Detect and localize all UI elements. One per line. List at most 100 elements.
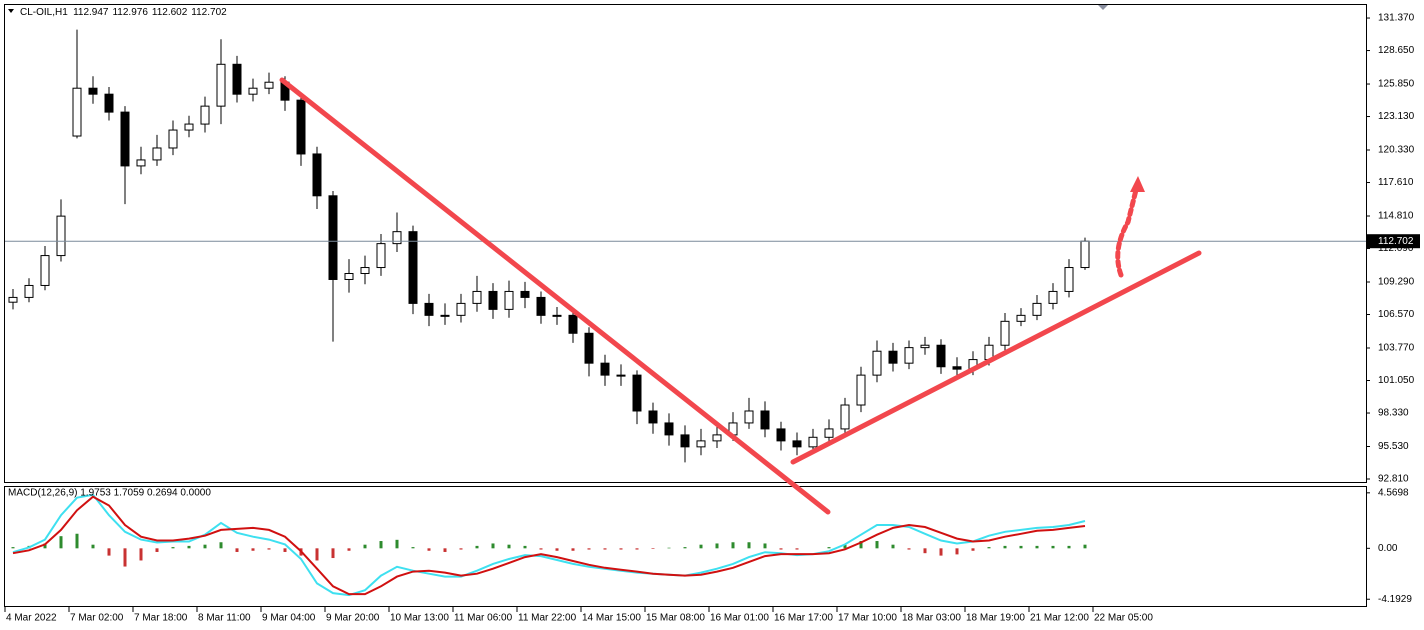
candle-body	[776, 428, 786, 442]
x-tick-label: 21 Mar 12:00	[1030, 613, 1089, 624]
x-tick-label: 10 Mar 13:00	[390, 613, 449, 624]
histogram-bar	[347, 548, 351, 551]
histogram-bar	[779, 548, 783, 550]
candle-body	[56, 215, 66, 257]
candle-body	[472, 290, 482, 304]
candle-body	[488, 290, 498, 310]
candle-body	[72, 87, 82, 137]
candle-body	[424, 302, 434, 316]
candle-body	[200, 105, 210, 125]
histogram-bar	[971, 548, 975, 551]
histogram-bar	[491, 543, 495, 549]
candle-body	[600, 362, 610, 376]
candle-body	[904, 347, 914, 364]
candle-body	[840, 404, 850, 430]
macd-line	[12, 493, 1086, 597]
histogram-bar	[891, 544, 895, 549]
candle-body	[504, 290, 514, 310]
current-price-label: 112.702	[1378, 236, 1414, 247]
x-tick-label: 9 Mar 20:00	[326, 613, 380, 624]
y-tick-label: 120.330	[1378, 145, 1415, 156]
x-tick-label: 18 Mar 03:00	[902, 613, 961, 624]
histogram-bar	[667, 547, 671, 549]
candle-body	[104, 93, 114, 113]
histogram-bar	[603, 548, 607, 550]
candle-body	[312, 153, 322, 197]
histogram-bar	[251, 548, 255, 551]
candle-body	[680, 434, 690, 448]
histogram-bar	[219, 542, 223, 549]
y-tick-label: 131.370	[1378, 13, 1415, 24]
candle-body	[24, 284, 34, 298]
histogram-bar	[59, 536, 63, 549]
macd-panel-border	[4, 486, 1367, 607]
histogram-bar	[523, 545, 527, 549]
candle-body	[440, 314, 450, 317]
histogram-bar	[1083, 544, 1087, 549]
dropdown-icon	[8, 9, 14, 13]
histogram-bar	[427, 548, 431, 551]
histogram-bar	[507, 544, 511, 549]
candle-body	[744, 410, 754, 424]
histogram-bar	[539, 548, 543, 550]
quote-high: 112.976	[112, 7, 148, 18]
x-tick-label: 16 Mar 17:00	[774, 613, 833, 624]
candle-body	[1064, 267, 1074, 292]
histogram-bar	[283, 548, 287, 552]
histogram-bar	[923, 548, 927, 554]
histogram-bar	[123, 548, 127, 567]
histogram-bar	[91, 544, 95, 549]
marks-layer	[5, 29, 1366, 597]
histogram-bar	[731, 542, 735, 549]
candle-body	[664, 422, 674, 436]
candle-body	[824, 428, 834, 438]
candle-body	[808, 436, 818, 448]
histogram-bar	[635, 548, 639, 550]
candle-body	[952, 366, 962, 370]
y-tick-label: 114.810	[1378, 211, 1414, 222]
histogram-bar	[459, 548, 463, 550]
y-tick-label: 125.850	[1378, 79, 1415, 90]
histogram-bar	[571, 548, 575, 551]
x-tick-label: 11 Mar 22:00	[518, 613, 577, 624]
histogram-bar	[363, 544, 367, 549]
candle-body	[520, 290, 530, 298]
histogram-bar	[171, 547, 175, 549]
x-tick-label: 4 Mar 2022	[6, 613, 57, 624]
chart-header: CL-OIL,H1 112.947 112.976 112.602 112.702	[20, 7, 227, 18]
histogram-bar	[843, 544, 847, 549]
annotations	[279, 77, 1202, 515]
histogram-bar	[443, 548, 447, 552]
candle-body	[696, 440, 706, 448]
price-panel-border	[4, 4, 1367, 483]
histogram-bar	[987, 547, 991, 549]
histogram-bar	[1003, 545, 1007, 549]
candle-body	[344, 273, 354, 280]
candle-body	[648, 410, 658, 424]
candle-body	[8, 296, 18, 303]
histogram-bar	[1067, 545, 1071, 549]
x-tick-label: 14 Mar 15:00	[582, 613, 641, 624]
histogram-bar	[187, 545, 191, 549]
candle-body	[88, 87, 98, 95]
candle-body	[1016, 314, 1026, 322]
histogram-bar	[795, 548, 799, 550]
candle-body	[40, 255, 50, 286]
histogram-bar	[587, 548, 591, 550]
candle-body	[360, 267, 370, 275]
y-tick-label: 0.00	[1378, 543, 1398, 554]
candle-body	[936, 344, 946, 368]
candle-body	[632, 374, 642, 412]
macd-label: MACD(12,26,9) 1.9753 1.7059 0.2694 0.000…	[8, 488, 211, 499]
histogram-bar	[411, 547, 415, 549]
y-tick-label: 92.810	[1378, 474, 1409, 485]
histogram-bar	[875, 541, 879, 549]
histogram-bar	[315, 548, 319, 561]
y-tick-label: 128.650	[1378, 45, 1415, 56]
histogram-bar	[267, 548, 271, 550]
histogram-bar	[747, 542, 751, 549]
histogram-bar	[395, 539, 399, 549]
forecast-arrow-head	[1130, 176, 1145, 192]
